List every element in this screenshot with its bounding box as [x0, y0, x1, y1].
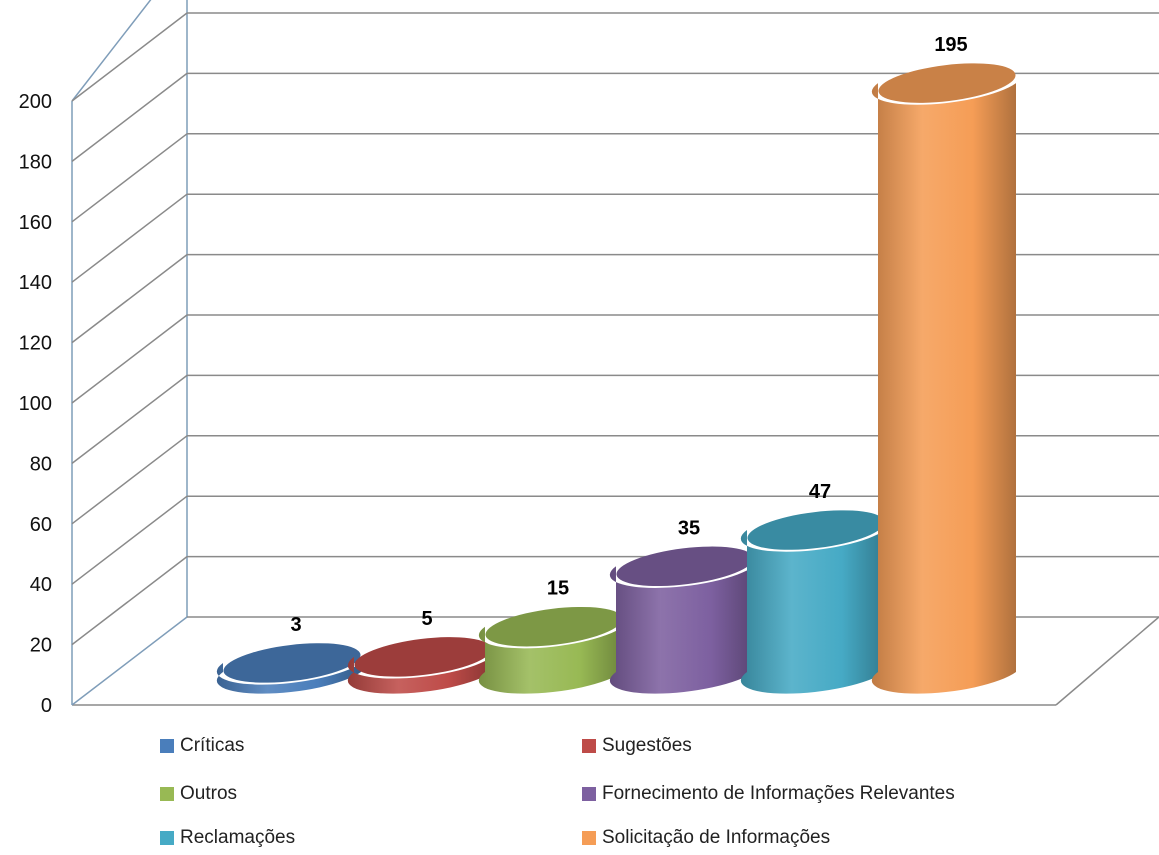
gridline-side	[71, 133, 188, 223]
y-tick-label: 20	[30, 635, 52, 657]
gridline-side	[71, 435, 188, 525]
data-label: 15	[547, 578, 569, 600]
legend-item: Sugestões	[582, 735, 692, 757]
y-tick-label: 40	[30, 574, 52, 596]
gridline-side	[71, 374, 188, 464]
y-tick-label: 140	[19, 272, 52, 294]
data-label: 35	[678, 517, 700, 539]
y-tick-label: 0	[41, 695, 52, 717]
gridline-side	[71, 314, 188, 404]
legend-label: Reclamações	[180, 827, 296, 848]
legend-swatch	[582, 739, 596, 753]
legend-item: Fornecimento de Informações Relevantes	[582, 783, 955, 805]
legend-item: Solicitação de Informações	[582, 827, 830, 849]
data-label: 195	[934, 34, 967, 56]
bar-body	[609, 566, 754, 694]
bar-body	[347, 656, 492, 694]
gridline-side	[71, 193, 188, 283]
legend-label: Críticas	[180, 735, 245, 756]
bar-top-cap	[223, 643, 361, 683]
legend-label: Solicitação de Informações	[602, 827, 831, 848]
gridline-side	[71, 72, 188, 162]
floor-right-edge	[1055, 616, 1159, 706]
bar-top-cap	[616, 546, 754, 587]
legend-swatch	[160, 787, 174, 801]
legend-label: Fornecimento de Informações Relevantes	[602, 783, 955, 804]
legend-item: Outros	[160, 783, 237, 805]
y-tick-label: 200	[19, 91, 52, 113]
y-tick-label: 120	[19, 333, 52, 355]
data-label: 5	[421, 608, 432, 630]
y-tick-label: 80	[30, 453, 52, 475]
bar-1	[216, 643, 361, 694]
legend-swatch	[160, 739, 174, 753]
legend-label: Sugestões	[602, 735, 692, 756]
bar-top-cap	[878, 63, 1016, 103]
legend-item: Reclamações	[160, 827, 295, 849]
y-tick-label: 60	[30, 514, 52, 536]
legend-swatch	[160, 831, 174, 845]
bar-body	[216, 662, 361, 694]
legend-label: Outros	[180, 783, 238, 804]
legend-item: Críticas	[160, 735, 244, 757]
legend-swatch	[582, 831, 596, 845]
bar-top-cap	[747, 510, 885, 550]
bar-6	[871, 63, 1016, 694]
bar-body	[871, 83, 1016, 694]
bar-5	[740, 510, 885, 694]
data-label: 3	[290, 614, 301, 636]
y-tick-label: 100	[19, 393, 52, 415]
bar-4	[609, 546, 754, 694]
data-label: 47	[809, 481, 831, 503]
floor-left-edge	[71, 616, 188, 706]
y-tick-label: 180	[19, 151, 52, 173]
gridline-side	[71, 12, 188, 102]
bar-body	[478, 626, 623, 694]
bar-3	[478, 606, 623, 694]
bar-2	[347, 637, 492, 694]
bar-body	[740, 530, 885, 694]
gridline-side	[71, 254, 188, 344]
bar-top-cap	[485, 606, 623, 647]
side-wall-top-edge	[71, 0, 152, 102]
legend-swatch	[582, 787, 596, 801]
y-tick-label: 160	[19, 212, 52, 234]
gridline-side	[71, 556, 188, 646]
bar-top-cap	[354, 637, 492, 677]
gridline-side	[71, 495, 188, 585]
